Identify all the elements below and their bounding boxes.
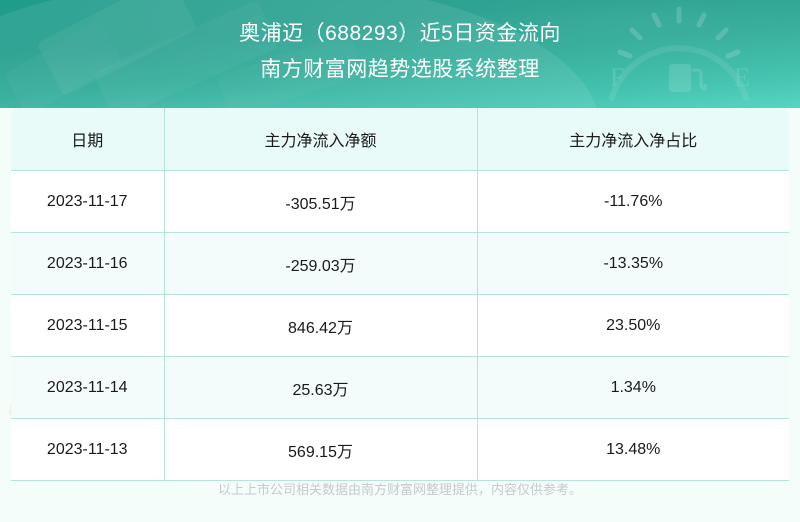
cell-net-ratio: -11.76% [477,170,789,233]
footer-note: 以上上市公司相关数据由南方财富网整理提供，内容仅供参考。 [217,482,582,497]
header-banner: F E 奥浦迈（688293）近5日资金流向 南方财富网趋势选股系统整理 [0,0,800,108]
table-body: 2023-11-17 -305.51万 -11.76% 2023-11-16 -… [11,170,789,480]
cell-net-ratio: -13.35% [477,232,789,295]
column-header-net-amount: 主力净流入净额 [164,108,478,171]
cell-net-amount: -259.03万 [164,232,478,295]
table-header-row: 日期 主力净流入净额 主力净流入净占比 [11,108,789,171]
banner-text: 奥浦迈（688293）近5日资金流向 南方财富网趋势选股系统整理 [0,0,800,86]
fuel-gauge-icon: F E [594,0,764,108]
fund-flow-table: 日期 主力净流入净额 主力净流入净占比 2023-11-17 -305.51万 … [11,108,789,480]
column-header-net-ratio: 主力净流入净占比 [477,108,789,171]
page-title: 奥浦迈（688293）近5日资金流向 [239,22,561,45]
cell-date: 2023-11-16 [11,232,165,295]
column-header-date: 日期 [11,108,165,171]
table-row: 2023-11-17 -305.51万 -11.76% [11,170,789,233]
cell-date: 2023-11-14 [11,356,165,419]
table-row: 2023-11-13 569.15万 13.48% [11,418,789,480]
cell-net-ratio: 1.34% [477,356,789,419]
cell-net-amount: -305.51万 [164,170,478,233]
cell-net-ratio: 23.50% [477,294,789,357]
cell-date: 2023-11-13 [11,418,165,480]
svg-text:E: E [734,63,750,92]
cell-net-amount: 846.42万 [164,294,478,357]
svg-text:F: F [610,63,624,92]
cell-net-ratio: 13.48% [477,418,789,480]
table-header: 日期 主力净流入净额 主力净流入净占比 [11,108,789,171]
table-row: 2023-11-15 846.42万 23.50% [11,294,789,357]
cell-net-amount: 569.15万 [164,418,478,480]
fund-flow-table-container: 日期 主力净流入净额 主力净流入净占比 2023-11-17 -305.51万 … [11,108,789,481]
page-subtitle: 南方财富网趋势选股系统整理 [260,58,540,81]
table-row: 2023-11-14 25.63万 1.34% [11,356,789,419]
cell-net-amount: 25.63万 [164,356,478,419]
table-row: 2023-11-16 -259.03万 -13.35% [11,232,789,295]
cell-date: 2023-11-17 [11,170,165,233]
cell-date: 2023-11-15 [11,294,165,357]
